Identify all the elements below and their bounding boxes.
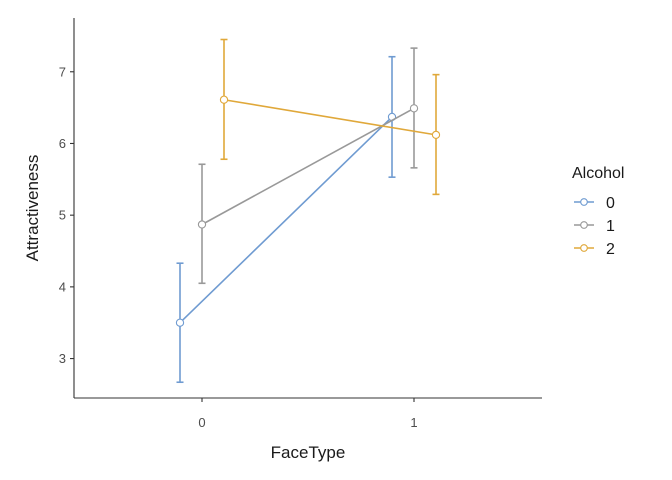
legend-item-2: 2 bbox=[574, 241, 615, 258]
y-tick-label: 5 bbox=[59, 208, 66, 223]
legend-key-point bbox=[580, 198, 588, 206]
series-line bbox=[201, 107, 415, 226]
x-tick-label: 0 bbox=[198, 415, 205, 430]
x-tick-label: 1 bbox=[410, 415, 417, 430]
y-tick-label: 7 bbox=[59, 64, 66, 79]
series-alcohol-1 bbox=[197, 47, 419, 285]
legend: Alcohol 0 1 2 bbox=[572, 165, 624, 258]
legend-item-0: 0 bbox=[574, 195, 615, 212]
plot-area bbox=[175, 38, 441, 384]
series-line bbox=[223, 98, 437, 136]
data-point bbox=[197, 220, 207, 229]
legend-key-point bbox=[580, 221, 588, 229]
legend-item-label: 2 bbox=[606, 241, 615, 258]
series-line bbox=[179, 116, 393, 324]
data-point bbox=[431, 130, 441, 140]
series-alcohol-0 bbox=[175, 55, 397, 384]
ticks: 3 4 5 6 7 0 1 bbox=[59, 64, 418, 430]
legend-item-label: 0 bbox=[606, 195, 615, 212]
legend-title: Alcohol bbox=[572, 165, 624, 182]
data-point bbox=[219, 95, 229, 104]
y-tick-label: 4 bbox=[59, 279, 66, 294]
data-point bbox=[409, 104, 419, 113]
x-axis-title: FaceType bbox=[271, 443, 346, 462]
y-tick-label: 6 bbox=[59, 136, 66, 151]
series-alcohol-2 bbox=[219, 38, 441, 196]
legend-item-label: 1 bbox=[606, 218, 615, 235]
data-point bbox=[175, 318, 185, 327]
legend-item-1: 1 bbox=[574, 218, 615, 235]
legend-key-point bbox=[580, 244, 588, 252]
y-tick-label: 3 bbox=[59, 351, 66, 366]
y-axis-title: Attractiveness bbox=[23, 155, 42, 262]
axes bbox=[73, 18, 542, 399]
